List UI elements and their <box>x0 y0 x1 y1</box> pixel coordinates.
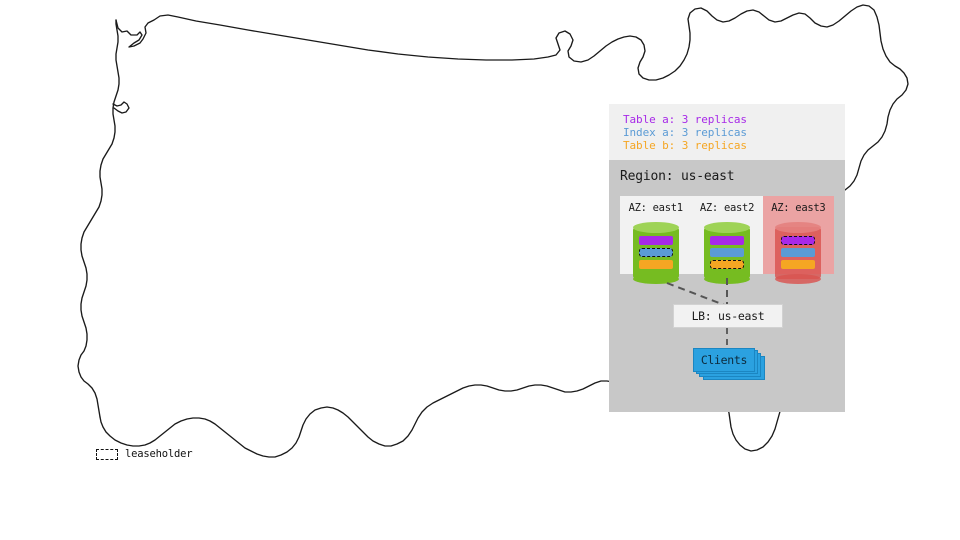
replica-table-a-leaseholder <box>781 236 816 245</box>
load-balancer-box[interactable]: LB: us-east <box>673 304 783 328</box>
legend-row-table-a: Table a: 3 replicas <box>623 113 845 126</box>
load-balancer-label: LB: us-east <box>691 309 765 323</box>
connector-east1-to-lb <box>666 282 728 307</box>
replica-index-a-leaseholder <box>638 248 673 257</box>
clients-box[interactable]: Clients <box>693 348 755 372</box>
replica-index-a <box>781 248 816 257</box>
az-label-east3: AZ: east3 <box>771 202 826 214</box>
db-top <box>703 222 750 233</box>
region-title: Region: us-east <box>620 169 735 184</box>
db-bottom <box>632 274 679 284</box>
legend-label-table-a: Table a: 3 replicas <box>623 113 747 126</box>
replica-table-b <box>638 260 673 269</box>
availability-zone-strip: AZ: east1 AZ: east2 <box>620 196 834 284</box>
database-node-east1 <box>632 222 679 284</box>
az-label-east2: AZ: east2 <box>699 202 755 214</box>
az-cell-east1[interactable]: AZ: east1 <box>620 196 692 284</box>
region-panel-us-east: Region: us-east AZ: east1 <box>609 160 845 412</box>
az-label-east1: AZ: east1 <box>628 202 684 214</box>
db-bottom <box>775 274 822 284</box>
clients-stack[interactable]: Clients <box>693 348 765 380</box>
leaseholder-legend-label: leaseholder <box>125 448 193 460</box>
replica-table-b-leaseholder <box>709 260 744 269</box>
replica-list-east1 <box>638 236 673 269</box>
legend-row-index-a: Index a: 3 replicas <box>623 126 845 139</box>
clients-label: Clients <box>700 353 748 367</box>
database-node-east3 <box>775 222 822 284</box>
database-node-east2 <box>703 222 750 284</box>
dashed-rectangle-icon <box>96 448 118 460</box>
replica-table-a <box>709 236 744 245</box>
replica-legend-panel: Table a: 3 replicas Index a: 3 replicas … <box>609 104 845 160</box>
replica-table-a <box>638 236 673 245</box>
db-bottom <box>703 274 750 284</box>
replica-table-b <box>781 260 816 269</box>
az-cell-east2[interactable]: AZ: east2 <box>691 196 763 284</box>
legend-label-table-b: Table b: 3 replicas <box>623 139 747 153</box>
az-cell-east3[interactable]: AZ: east3 <box>762 196 834 284</box>
replica-list-east2 <box>709 236 744 269</box>
leaseholder-legend: leaseholder <box>96 448 193 460</box>
replica-index-a <box>709 248 744 257</box>
db-top <box>632 222 679 233</box>
db-top <box>775 222 822 233</box>
replica-list-east3 <box>781 236 816 269</box>
legend-row-table-b: Table b: 3 replicas <box>623 139 845 152</box>
legend-label-index-a: Index a: 3 replicas <box>623 126 747 140</box>
